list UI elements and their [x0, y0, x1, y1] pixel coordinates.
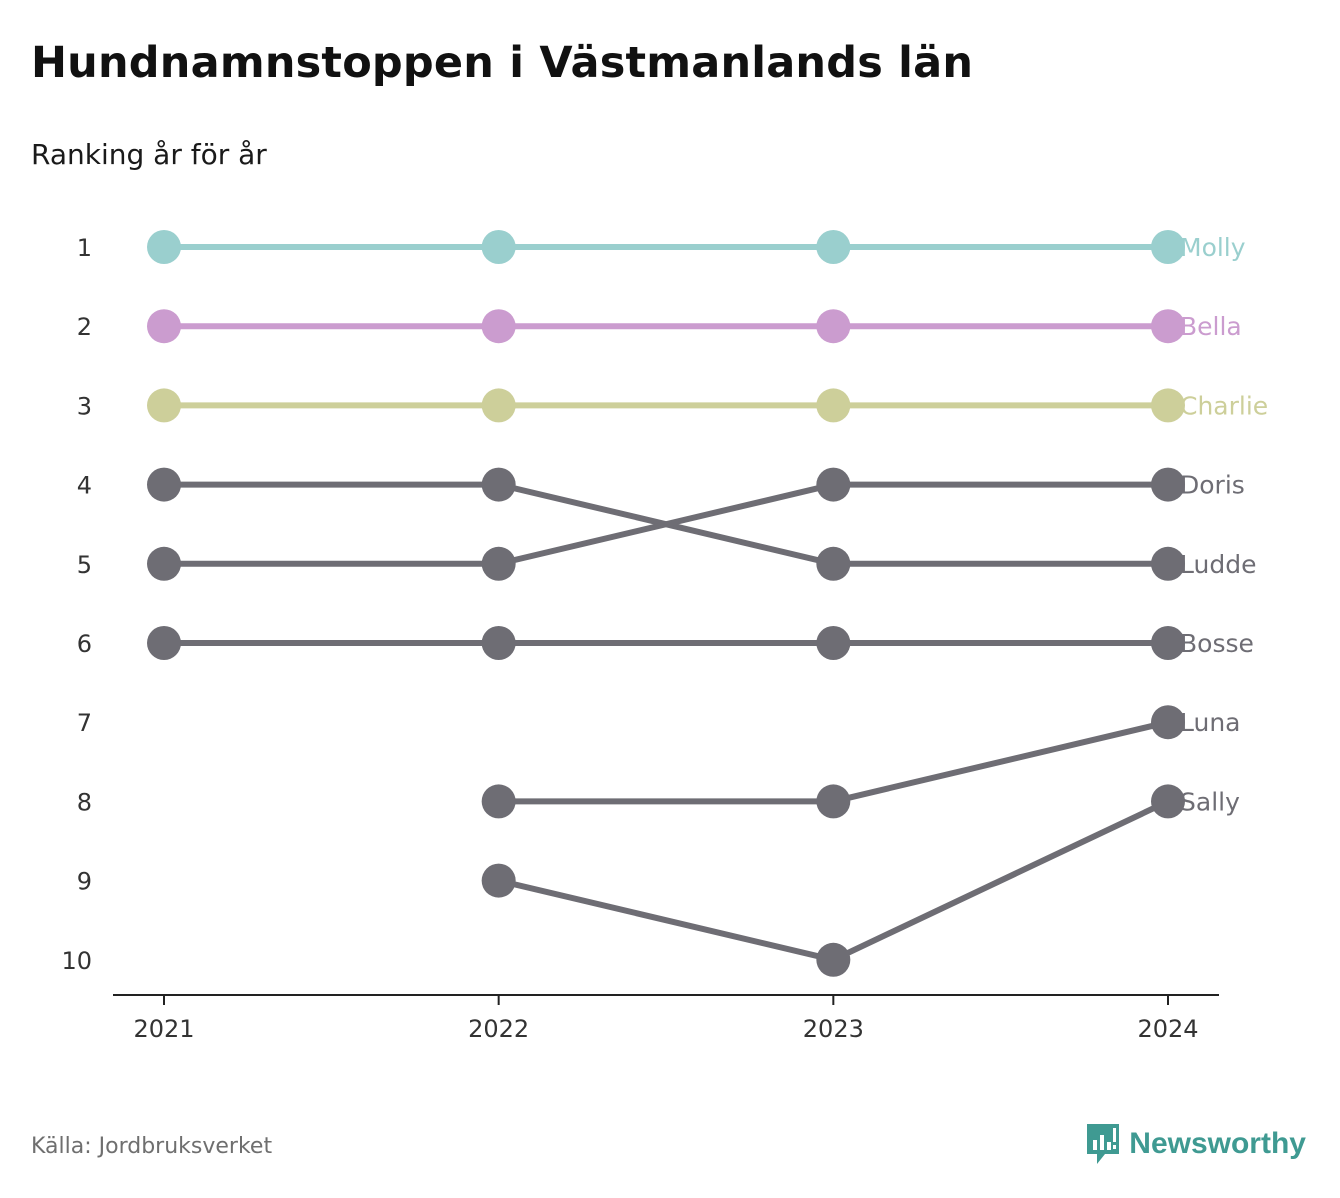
series-sally: Sally: [481, 784, 1240, 977]
data-point: [481, 784, 516, 819]
series-line: [161, 481, 1171, 567]
data-point: [481, 309, 516, 344]
data-point: [816, 546, 851, 581]
x-axis: 2021 2022 2023 2024: [113, 994, 1219, 1043]
y-tick-label: 5: [77, 551, 92, 579]
data-point: [147, 546, 181, 581]
y-tick-label: 6: [77, 630, 92, 658]
series-end-label: Bosse: [1180, 629, 1254, 658]
data-point: [1151, 309, 1185, 344]
data-point: [816, 388, 851, 423]
data-point: [816, 942, 851, 977]
y-tick-label: 9: [77, 868, 92, 896]
y-tick-label: 10: [61, 947, 92, 975]
data-point: [481, 546, 516, 581]
series-charlie: Charlie: [147, 388, 1268, 423]
data-point: [1151, 784, 1185, 819]
data-point: [816, 309, 851, 344]
x-tick-label: 2021: [133, 1015, 194, 1043]
data-point: [481, 626, 516, 660]
series-end-label: Bella: [1180, 312, 1242, 341]
data-point: [816, 626, 851, 660]
series-end-label: Sally: [1180, 787, 1240, 816]
series-doris: Doris: [147, 467, 1245, 581]
x-tick-label: 2022: [468, 1015, 529, 1043]
x-tick-label: 2024: [1137, 1015, 1198, 1043]
series-end-label: Luna: [1180, 708, 1241, 737]
chart-title: Hundnamnstoppen i Västmanlands län: [31, 38, 974, 88]
brand-name: Newsworthy: [1129, 1127, 1306, 1160]
series-end-label: Charlie: [1180, 391, 1268, 420]
series-bella: Bella: [147, 309, 1242, 344]
series-end-label: Doris: [1180, 471, 1245, 500]
series-line: [495, 798, 1171, 963]
bump-chart: 1 2 3 4 5 6 7 8 9 10 Sally Luna Bosse Ludde Doris Char…: [61, 230, 1268, 1043]
data-point: [816, 784, 851, 819]
series-end-label: Molly: [1180, 233, 1246, 262]
series-layer: Sally Luna Bosse Ludde Doris Charlie Bella Moll…: [147, 230, 1268, 977]
brand-logo: Newsworthy: [1085, 1122, 1306, 1166]
data-point: [1151, 230, 1185, 264]
series-molly: Molly: [147, 230, 1246, 264]
y-tick-label: 7: [77, 709, 92, 737]
data-point: [481, 863, 516, 898]
y-tick-label: 8: [77, 788, 92, 816]
data-point: [1151, 467, 1185, 502]
newsworthy-logo-icon: [1087, 1124, 1120, 1164]
data-point: [147, 388, 181, 423]
series-luna: Luna: [481, 705, 1241, 819]
data-point: [1151, 388, 1185, 423]
y-tick-label: 2: [77, 313, 92, 341]
data-point: [147, 467, 181, 502]
data-point: [1151, 705, 1185, 740]
y-axis-ticks: 1 2 3 4 5 6 7 8 9 10: [61, 234, 92, 975]
series-bosse: Bosse: [147, 626, 1254, 660]
data-point: [147, 626, 181, 660]
data-point: [147, 230, 181, 264]
data-point: [481, 388, 516, 423]
data-point: [481, 230, 516, 264]
y-tick-label: 1: [77, 234, 92, 262]
chart-subtitle: Ranking år för år: [31, 138, 267, 171]
data-point: [1151, 546, 1185, 581]
y-tick-label: 4: [77, 472, 92, 500]
series-end-label: Ludde: [1180, 550, 1256, 579]
y-tick-label: 3: [77, 392, 92, 420]
data-point: [481, 467, 516, 502]
data-point: [1151, 626, 1185, 660]
source-note: Källa: Jordbruksverket: [31, 1134, 273, 1159]
x-tick-label: 2023: [803, 1015, 864, 1043]
data-point: [147, 309, 181, 344]
data-point: [816, 230, 851, 264]
data-point: [816, 467, 851, 502]
